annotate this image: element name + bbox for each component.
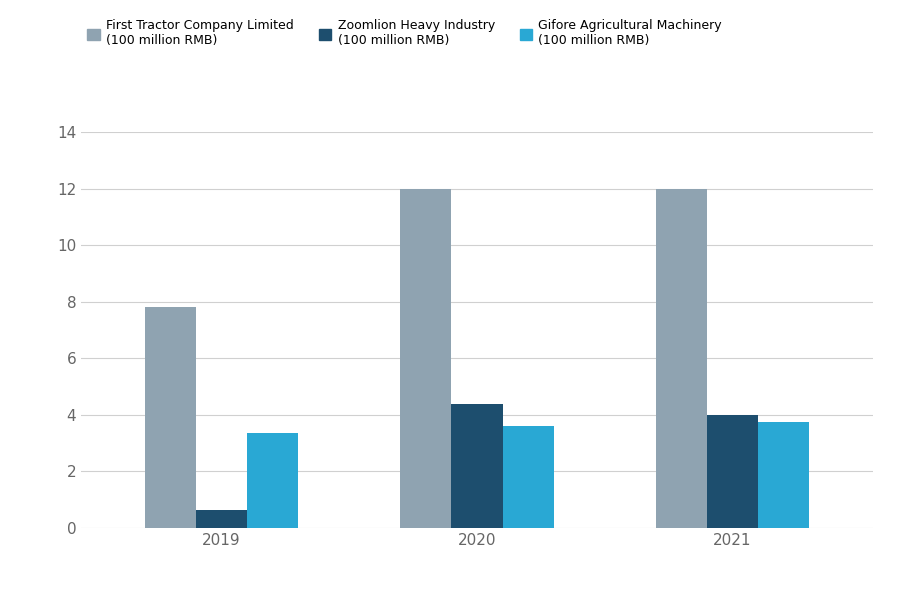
Bar	[656, 188, 707, 528]
Bar	[502, 426, 554, 528]
Bar	[400, 188, 452, 528]
Bar	[145, 307, 196, 528]
Bar	[758, 422, 809, 528]
Bar	[706, 415, 758, 528]
Bar	[452, 404, 502, 528]
Bar	[248, 433, 298, 528]
Legend: First Tractor Company Limited
(100 million RMB), Zoomlion Heavy Industry
(100 mi: First Tractor Company Limited (100 milli…	[87, 19, 722, 47]
Bar	[196, 509, 248, 528]
